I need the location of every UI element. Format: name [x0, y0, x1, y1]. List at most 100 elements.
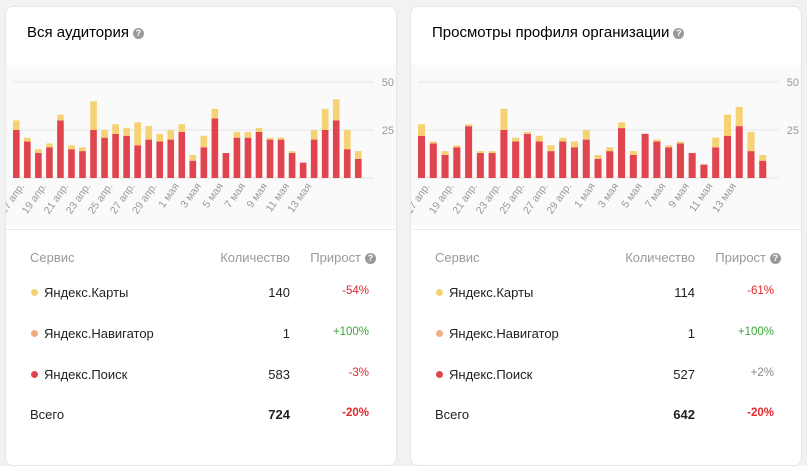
bar-maps — [24, 137, 31, 142]
bar-maps — [200, 135, 208, 148]
bar-maps — [759, 154, 767, 161]
bar-search — [476, 153, 484, 178]
bar-search — [441, 154, 449, 178]
bar-search — [559, 141, 567, 178]
help-icon[interactable]: ? — [673, 28, 685, 39]
bar-maps — [310, 130, 318, 140]
bar-search — [453, 147, 461, 178]
bar-search — [665, 147, 673, 178]
col-header-quantity: Количество — [220, 250, 290, 265]
x-tick-label: 5 мая — [200, 181, 226, 210]
bar-search — [429, 143, 437, 178]
bar-search — [288, 153, 296, 178]
x-tick-label: 3 мая — [178, 181, 204, 210]
bar-maps — [723, 114, 731, 136]
bar-search — [134, 145, 141, 178]
service-name: Яндекс.Карты — [449, 285, 534, 300]
bar-maps — [167, 130, 175, 140]
bar-maps — [244, 131, 252, 138]
total-label: Всего — [435, 407, 470, 422]
bar-maps — [570, 141, 579, 148]
bar-search — [629, 154, 637, 178]
x-tick-label: 3 мая — [596, 181, 622, 210]
x-tick-label: 7 мая — [643, 181, 669, 210]
legend-dot — [31, 330, 38, 337]
profile-views-card: Просмотры профиля организации? 50 25 17 ап… — [410, 6, 802, 466]
table-row: Яндекс.Поиск 527 +2% — [411, 365, 801, 385]
bar-maps — [476, 151, 484, 154]
bar-maps — [735, 106, 743, 127]
help-icon[interactable]: ? — [770, 253, 781, 264]
bar-search — [189, 160, 197, 178]
bar-search — [594, 158, 602, 178]
bar-search — [156, 141, 164, 178]
total-label: Всего — [30, 407, 65, 422]
quantity: 140 — [268, 285, 290, 300]
bar-maps — [747, 131, 755, 152]
bar-search — [277, 139, 285, 178]
legend-dot — [31, 289, 38, 296]
bar-maps — [79, 147, 86, 152]
legend-dot — [31, 371, 38, 378]
bar-maps — [178, 124, 186, 132]
bar-maps — [629, 151, 637, 155]
x-tick-label: 1 мая — [572, 181, 598, 210]
bar-search — [222, 153, 230, 178]
quantity: 114 — [674, 285, 695, 300]
bar-search — [735, 126, 743, 178]
bar-maps — [418, 124, 426, 136]
y-tick-label: 25 — [382, 125, 394, 137]
col-header-growth: Прирост? — [715, 250, 781, 265]
bar-maps — [332, 99, 340, 121]
help-icon[interactable]: ? — [365, 253, 376, 264]
divider — [411, 229, 801, 230]
bar-search — [747, 151, 755, 178]
bar-search — [465, 126, 473, 178]
legend-dot — [436, 289, 443, 296]
total-growth: -20% — [747, 407, 774, 419]
bar-maps — [618, 122, 626, 129]
table-row: Яндекс.Карты 140 -54% — [6, 283, 396, 303]
bar-maps — [354, 151, 362, 159]
x-tick-label: 1 мая — [156, 181, 182, 210]
total-row: Всего 642 -20% — [411, 405, 801, 425]
bar-search — [343, 149, 351, 178]
bar-maps — [90, 101, 97, 130]
audience-chart: 50 25 17 апр. 19 апр. 21 апр. 23 апр. 25 апр. 2… — [6, 65, 396, 225]
service-name: Яндекс.Поиск — [44, 367, 128, 382]
bar-search — [488, 153, 496, 178]
bar-maps — [288, 151, 296, 154]
growth: -61% — [747, 285, 774, 297]
audience-card: Вся аудитория? 50 25 17 апр. 19 апр. 21 апр.… — [5, 6, 397, 466]
x-tick-label: 29 апр. — [544, 181, 574, 216]
bar-search — [547, 151, 555, 178]
bar-search — [145, 139, 152, 178]
bar-maps — [189, 154, 197, 161]
bar-search — [512, 141, 520, 178]
bar-maps — [488, 151, 496, 154]
service-name: Яндекс.Карты — [44, 285, 129, 300]
bar-maps — [112, 124, 119, 134]
bar-search — [68, 149, 75, 178]
quantity: 583 — [268, 367, 290, 382]
col-header-service: Сервис — [435, 250, 480, 265]
quantity: 1 — [282, 326, 290, 341]
bar-maps — [46, 143, 53, 148]
bar-search — [244, 137, 252, 178]
bar-maps — [123, 128, 130, 136]
help-icon[interactable]: ? — [133, 28, 144, 39]
bar-search — [299, 162, 307, 178]
bar-search — [500, 130, 508, 178]
bar-search — [712, 147, 720, 178]
bar-search — [266, 139, 274, 178]
bar-search — [582, 139, 590, 178]
table-row: Яндекс.Навигатор 1 +100% — [411, 324, 801, 344]
bar-maps — [453, 145, 461, 148]
bar-maps — [523, 131, 531, 134]
bar-maps — [134, 122, 141, 146]
bar-maps — [606, 147, 614, 152]
quantity: 527 — [673, 367, 695, 382]
table-row: Яндекс.Поиск 583 -3% — [6, 365, 396, 385]
bar-maps — [321, 108, 329, 130]
